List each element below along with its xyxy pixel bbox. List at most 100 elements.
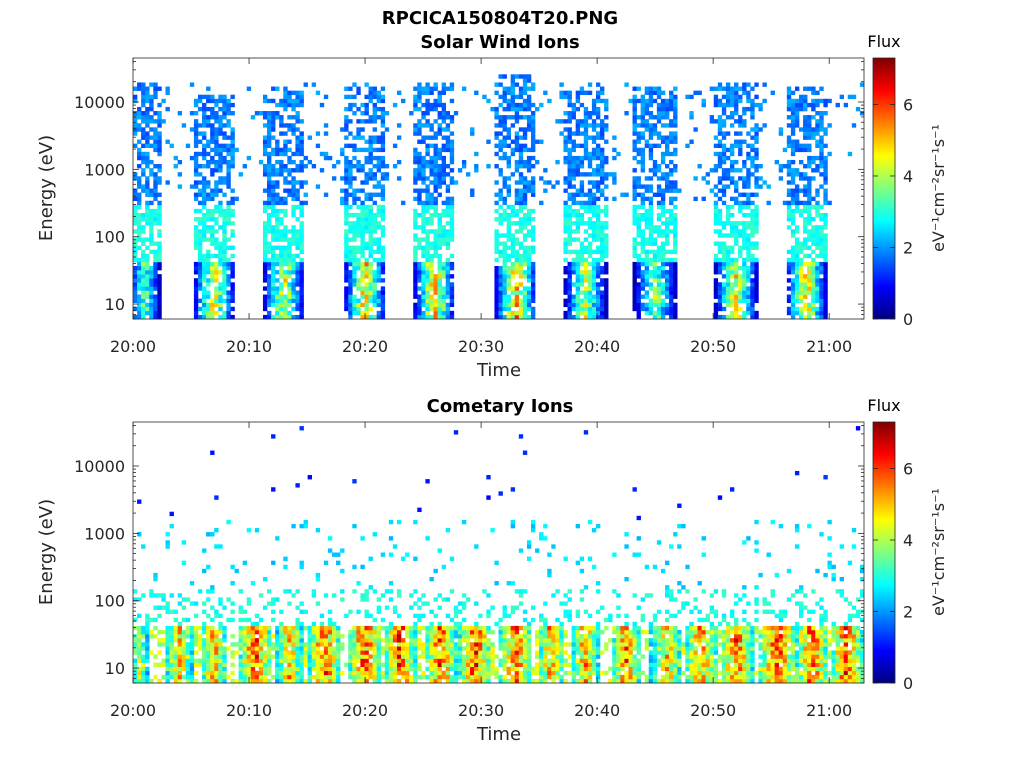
heatmap-cell: [262, 576, 268, 582]
heatmap-cell: [299, 310, 304, 316]
heatmap-cell: [522, 106, 528, 112]
heatmap-cell: [295, 290, 300, 295]
heatmap-cell: [364, 298, 369, 303]
heatmap-cell: [352, 245, 357, 250]
heatmap-cell: [380, 245, 386, 250]
heatmap-cell: [579, 180, 585, 185]
heatmap-cell: [348, 159, 353, 165]
heatmap-cell: [197, 245, 203, 250]
heatmap-cell: [193, 196, 199, 202]
heatmap-cell: [811, 298, 816, 303]
heatmap-cell: [591, 212, 597, 218]
heatmap-cell: [498, 115, 503, 120]
heatmap-cell: [746, 286, 751, 291]
heatmap-cell: [790, 245, 796, 250]
heatmap-cell: [644, 119, 650, 124]
heatmap-cell: [600, 188, 605, 193]
heatmap-cell: [202, 548, 207, 553]
heatmap-cell: [331, 666, 337, 672]
heatmap-cell: [644, 302, 650, 308]
heatmap-cell: [506, 127, 511, 132]
heatmap-cell: [177, 678, 183, 684]
heatmap-cell: [133, 642, 138, 647]
heatmap-cell: [380, 115, 386, 120]
heatmap-cell: [673, 294, 678, 299]
heatmap-cell: [799, 314, 804, 320]
heatmap-cell: [153, 261, 158, 267]
heatmap-cell: [713, 306, 719, 312]
heatmap-cell: [799, 106, 804, 112]
heatmap-cell: [648, 257, 654, 263]
heatmap-cell: [437, 102, 442, 108]
heatmap-cell: [673, 278, 678, 283]
heatmap-cell: [295, 192, 300, 197]
heatmap-cell: [177, 646, 183, 651]
heatmap-cell: [295, 625, 300, 631]
heatmap-cell: [421, 249, 426, 255]
heatmap-cell: [214, 139, 219, 144]
heatmap-cell: [514, 221, 520, 226]
heatmap-cell: [206, 314, 211, 320]
heatmap-cell: [177, 674, 183, 680]
heatmap-cell: [571, 155, 576, 161]
heatmap-cell: [526, 253, 532, 259]
heatmap-cell: [799, 310, 804, 316]
heatmap-cell: [579, 249, 585, 255]
heatmap-cell: [214, 164, 219, 169]
heatmap-cell: [315, 642, 321, 647]
heatmap-cell: [206, 196, 211, 202]
heatmap-cell: [644, 90, 650, 96]
heatmap-cell: [275, 314, 280, 320]
heatmap-cell: [271, 164, 276, 169]
heatmap-cell: [258, 634, 264, 639]
heatmap-cell: [591, 147, 597, 153]
heatmap-cell: [738, 221, 743, 226]
heatmap-cell: [555, 119, 560, 124]
heatmap-cell: [437, 94, 442, 100]
heatmap-cell: [299, 208, 304, 214]
heatmap-cell: [417, 159, 422, 165]
heatmap-cell: [230, 306, 235, 312]
heatmap-cell: [197, 180, 203, 185]
heatmap-cell: [197, 94, 203, 100]
heatmap-cell: [149, 270, 154, 275]
heatmap-cell: [185, 678, 191, 684]
heatmap-cell: [786, 204, 792, 210]
heatmap-cell: [591, 208, 597, 214]
heatmap-cell: [189, 638, 195, 643]
heatmap-cell: [445, 184, 451, 189]
heatmap-cell: [295, 278, 300, 283]
heatmap-cell: [380, 290, 386, 295]
heatmap-cell: [815, 225, 820, 230]
heatmap-cell: [754, 241, 759, 246]
heatmap-cell: [673, 180, 678, 185]
heatmap-cell: [514, 143, 520, 149]
heatmap-cell: [725, 270, 731, 275]
heatmap-cell: [591, 229, 597, 234]
heatmap-cell: [287, 90, 292, 96]
heatmap-cell: [181, 662, 187, 667]
heatmap-cell: [141, 143, 146, 149]
heatmap-cell: [819, 98, 824, 104]
heatmap-cell: [823, 127, 828, 132]
heatmap-cell: [210, 642, 215, 647]
heatmap-cell: [303, 625, 308, 631]
heatmap-cell: [575, 119, 581, 124]
heatmap-cell: [498, 278, 503, 283]
heatmap-cell: [799, 172, 804, 177]
heatmap-cell: [636, 135, 641, 140]
heatmap-cell: [210, 217, 215, 222]
heatmap-cell: [587, 306, 593, 312]
heatmap-cell: [567, 164, 572, 169]
heatmap-cell: [327, 617, 333, 623]
heatmap-cell: [210, 94, 215, 100]
heatmap-cell: [514, 131, 520, 136]
heatmap-cell: [291, 638, 296, 643]
heatmap-cell: [807, 233, 812, 238]
heatmap-cell: [807, 212, 812, 218]
heatmap-cell: [323, 646, 329, 651]
heatmap-cell: [794, 245, 800, 250]
heatmap-cell: [145, 286, 150, 291]
heatmap-cell: [644, 265, 650, 271]
heatmap-cell: [587, 204, 593, 210]
